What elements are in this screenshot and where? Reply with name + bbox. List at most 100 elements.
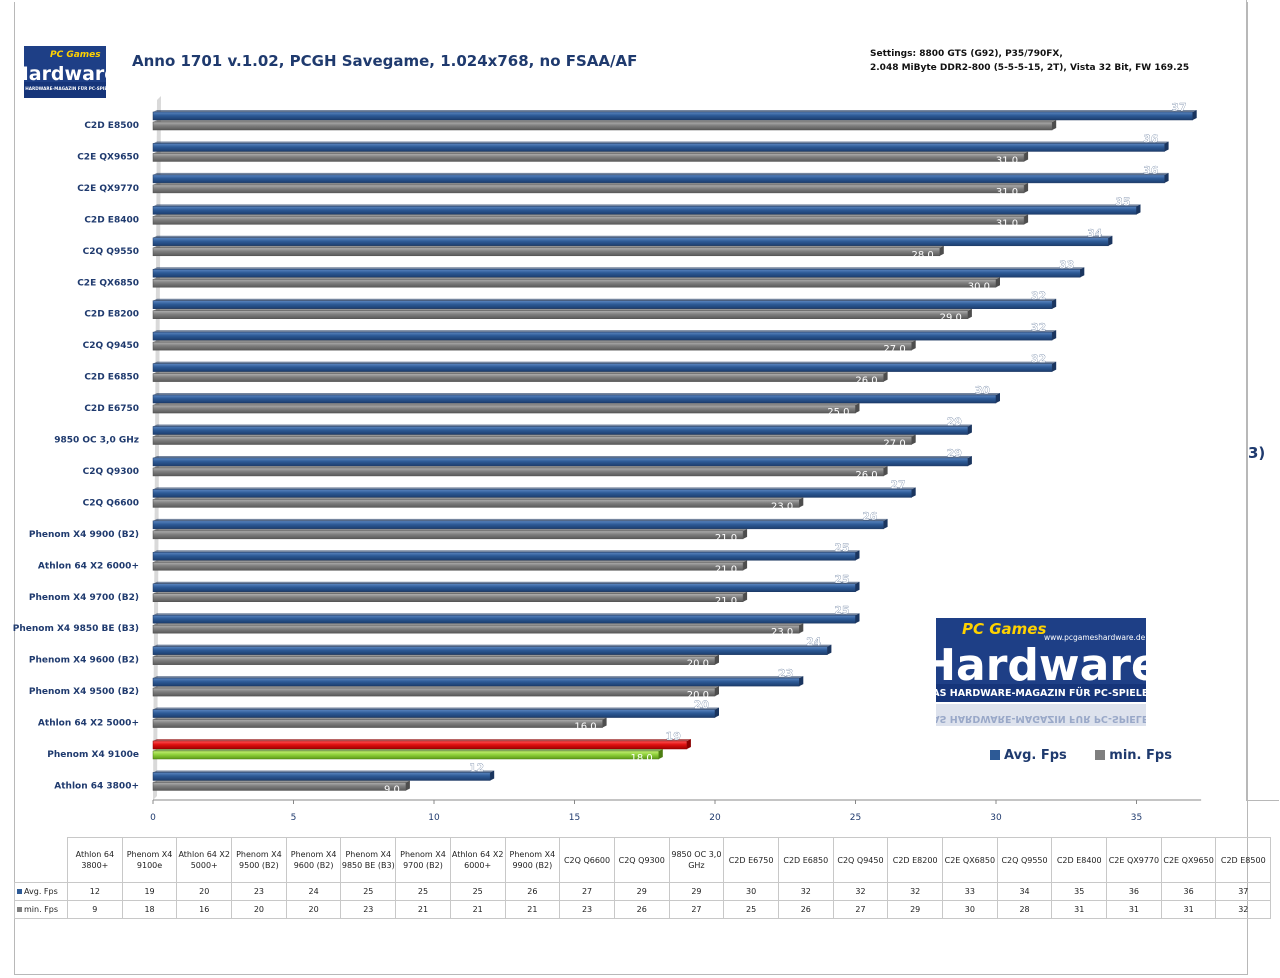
bar-min-side [1024,151,1029,162]
bar-min-top [153,560,748,563]
table-cell: 32 [1215,900,1272,919]
logo-large-brand: PC Games [962,620,1046,638]
logo-small-wordmark: Hardware [24,63,106,85]
data-label-min: 21,0 [715,596,737,607]
data-label-avg: 36 [1143,132,1159,145]
settings-line-1: Settings: 8800 GTS (G92), P35/790FX, [870,49,1063,59]
table-cell: 12 [67,882,123,901]
data-label-min: 29,0 [940,313,962,324]
data-label-min: 28,0 [912,250,934,261]
bar-avg-top [153,361,1057,364]
data-label-min: 30,0 [968,281,990,292]
table-cell: 31 [1106,900,1162,919]
table-cell: 29 [613,882,670,901]
logo-large-url: www.pcgameshardware.de [1044,633,1146,642]
bar-avg-top [153,141,1169,144]
data-label-min: 26,0 [855,470,877,481]
bar-min-side [967,308,972,319]
bar-avg [152,772,491,781]
bar-avg-top [153,393,1000,396]
bar-min [152,279,997,288]
table-cell: 20 [231,900,287,919]
settings-line-2: 2.048 MiByte DDR2-800 (5-5-5-15, 2T), Vi… [870,63,1190,73]
bar-min [152,656,716,665]
bar-min-top [153,245,944,248]
bar-min [152,247,941,257]
x-tick-label: 30 [990,813,1002,823]
bar-avg-side [1052,298,1057,309]
side-mark: 3) [1248,444,1266,462]
table-column-header: C2D E8200 [887,837,943,883]
bar-avg [152,646,828,655]
x-tick-label: 5 [291,813,297,823]
bar-min [152,562,744,571]
bar-avg-top [153,550,860,553]
bar-min-top [153,308,972,311]
bar-min [152,121,1053,131]
table-column-header: C2E QX9650 [1160,837,1217,883]
data-label-avg: 32 [1031,290,1046,303]
bar-avg [152,520,884,530]
bar-min [152,310,969,319]
bar-min-side [799,497,804,508]
table-cell: 25 [340,882,397,901]
x-axis: 0 5 10 15 20 25 30 35 [150,799,1202,823]
data-label-min: 18,0 [631,753,653,764]
bar-min-top [153,371,888,374]
bar-avg [152,614,856,624]
bar-avg-top [153,613,860,616]
bar-min-side [658,749,663,759]
table-column-header: C2Q Q9300 [613,837,670,883]
bar-avg-side [1164,172,1169,183]
bar-avg-top [153,298,1057,301]
bar-avg [152,174,1165,184]
data-label-min: 27,0 [883,439,905,450]
bar-avg [152,677,800,687]
table-cell: 21 [395,900,451,919]
bar-avg-side [827,644,832,655]
bar-avg [152,583,856,592]
table-cell: 31 [1160,900,1217,919]
legend-swatch-min [1095,750,1106,760]
category-label: Phenom X4 9900 (B2) [29,530,139,540]
bar-avg-side [799,676,804,687]
table-cell: 32 [832,882,889,901]
chart-legend: Avg. Fps min. Fps [990,748,1196,763]
bar-avg-side [1052,330,1057,341]
bar-min-side [883,371,888,382]
bar-avg-side [996,393,1000,404]
bar-min [152,719,603,728]
category-label: C2Q Q9450 [83,341,139,351]
bar-avg-top [153,739,691,741]
bar-min-top [153,686,719,689]
bar-min [152,750,660,760]
bar-chart: 37 36 31,0 36 31,0 35 31,0 34 28,0 33 30,0 32 29,0 32… [13,96,1202,823]
bar-min-top [153,497,804,500]
legend-label-avg: Avg. Fps [1004,748,1067,763]
data-label-min: 31,0 [996,155,1018,166]
bar-avg-top [153,267,1085,270]
bar-avg-side [1136,204,1141,215]
bar-min-side [405,780,410,791]
bar-min [152,436,912,445]
bar-avg-side [967,424,972,435]
bar-avg-side [686,739,691,749]
category-labels: C2D E8500 C2E QX9650 C2E QX9770 C2D E8400 C2… [13,121,139,791]
data-label-avg: 30 [975,384,991,397]
table-cell: 27 [832,900,889,919]
table-cell: 33 [942,882,998,901]
x-tick-label: 35 [1131,813,1142,823]
bar-avg [152,363,1053,372]
table-cell: 25 [723,900,779,919]
table-cell: 36 [1106,882,1162,901]
bar-min [152,341,912,351]
table-cell: 26 [613,900,670,919]
bar-min [152,404,856,414]
table-cell: 30 [723,882,779,901]
category-label: Phenom X4 9100e [47,750,139,760]
table-cell: 25 [395,882,451,901]
logo-large-wordmark: Hardware [936,640,1146,691]
table-cell: 25 [449,882,506,901]
table-cell: 27 [668,900,725,919]
bar-min-side [855,403,860,414]
